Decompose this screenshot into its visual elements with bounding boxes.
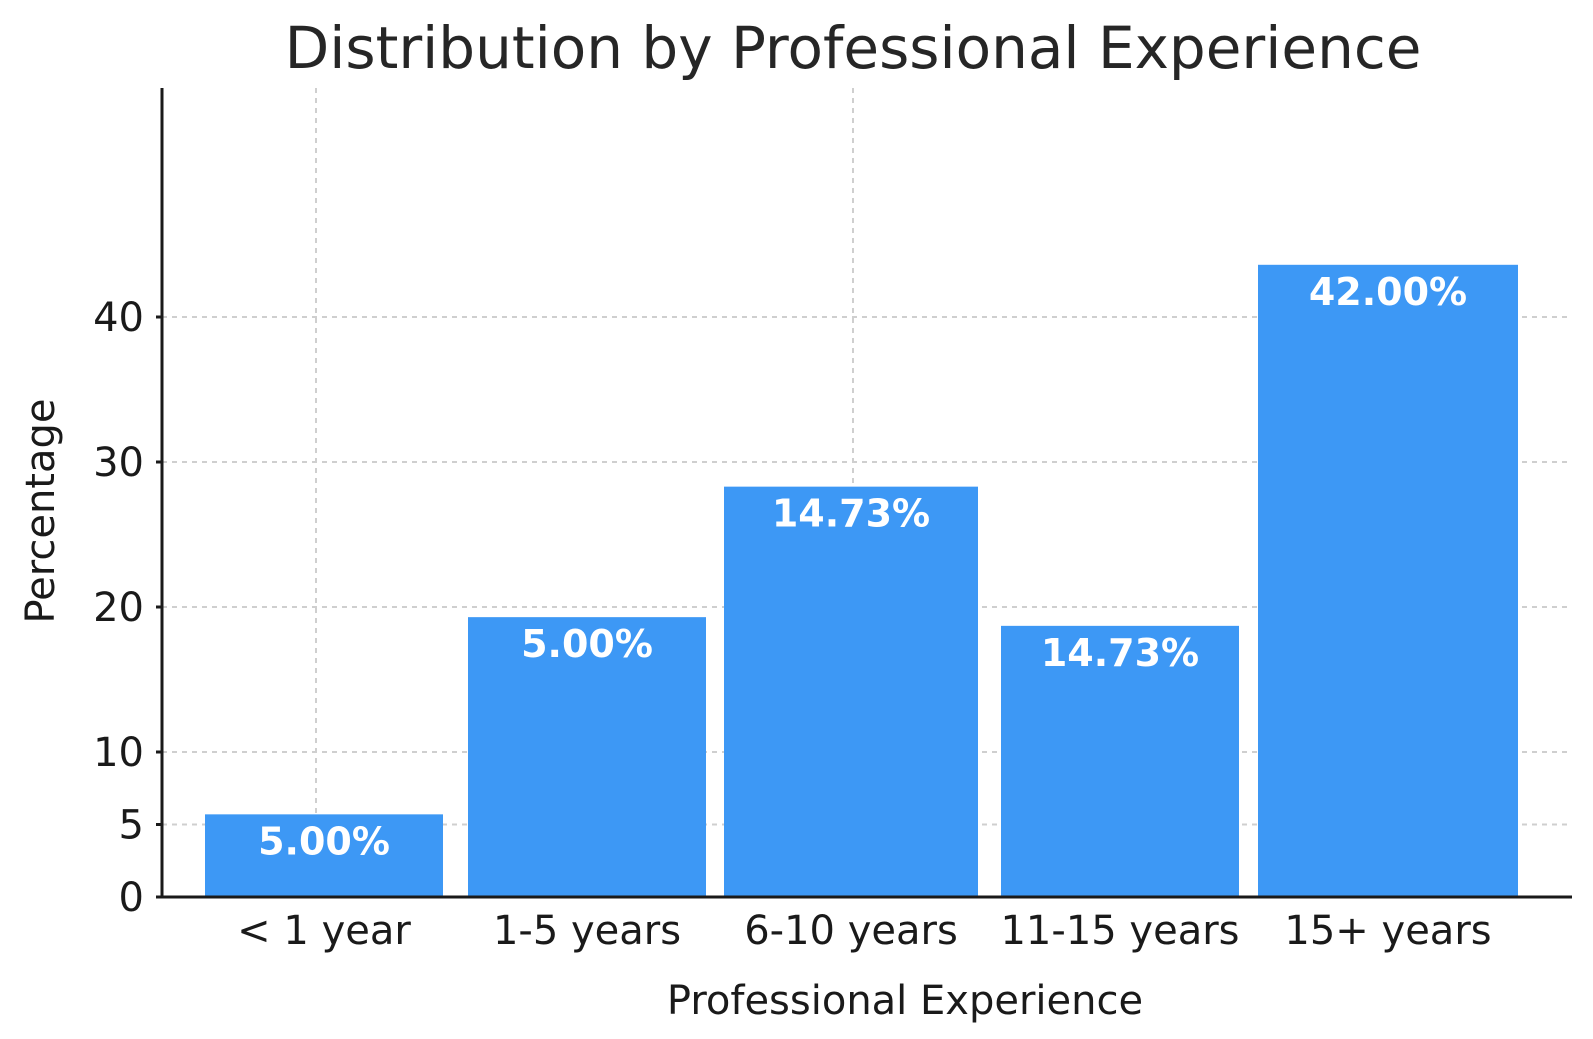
y-tick-label: 10	[93, 730, 144, 776]
y-tick-label: 0	[119, 875, 144, 921]
bars	[205, 264, 1518, 897]
x-tick-label: < 1 year	[237, 908, 411, 954]
x-tick-label: 1-5 years	[493, 908, 681, 954]
bar-data-label: 14.73%	[1041, 631, 1199, 675]
x-tick-label: 6-10 years	[744, 908, 958, 954]
y-tick-label: 30	[93, 440, 144, 486]
bar	[1258, 264, 1518, 897]
y-axis-label: Percentage	[18, 398, 64, 623]
chart-title: Distribution by Professional Experience	[285, 14, 1422, 82]
x-tick-label: 11-15 years	[1000, 908, 1239, 954]
y-tick-labels: 0 5 10 20 30 40	[93, 295, 162, 921]
x-tick-labels: < 1 year 1-5 years 6-10 years 11-15 years 15…	[237, 908, 1491, 954]
bar-data-label: 42.00%	[1309, 270, 1467, 314]
bar	[724, 486, 978, 897]
bar-data-label: 14.73%	[772, 492, 930, 536]
bar-data-label: 5.00%	[521, 622, 653, 666]
x-tick-label: 15+ years	[1284, 908, 1491, 954]
bar-data-label: 5.00%	[258, 819, 390, 863]
x-axis-label: Professional Experience	[667, 978, 1143, 1024]
y-tick-label: 20	[93, 585, 144, 631]
bar	[468, 617, 706, 897]
bar-labels: 5.00% 5.00% 14.73% 14.73% 42.00%	[258, 270, 1467, 864]
y-tick-label: 5	[119, 803, 144, 849]
bar	[205, 814, 443, 897]
bar	[1001, 625, 1239, 897]
y-tick-label: 40	[93, 295, 144, 341]
